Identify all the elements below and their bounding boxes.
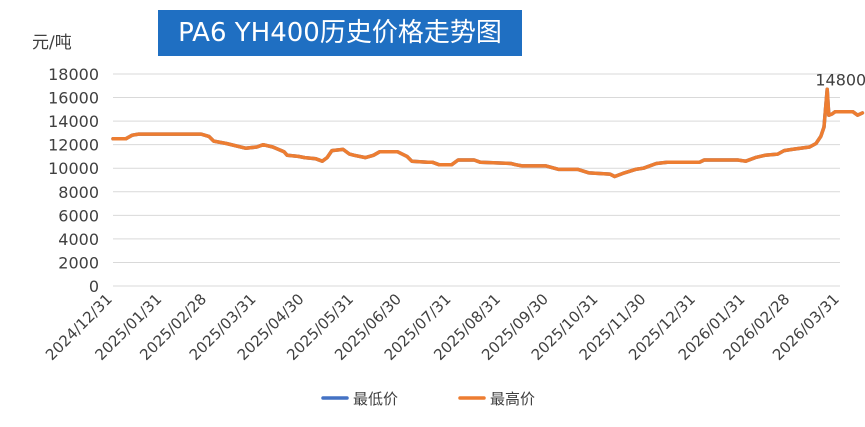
y-tick-label: 12000 xyxy=(48,136,99,155)
chart-title: PA6 YH400历史价格走势图 xyxy=(158,10,522,56)
y-tick-label: 8000 xyxy=(58,183,99,202)
series-line-1 xyxy=(111,87,865,179)
y-tick-label: 6000 xyxy=(58,206,99,225)
y-tick-label: 14000 xyxy=(48,112,99,131)
y-unit-label: 元/吨 xyxy=(32,33,72,53)
legend-label: 最低价 xyxy=(353,390,398,408)
y-tick-label: 4000 xyxy=(58,230,99,249)
legend-label: 最高价 xyxy=(490,390,535,408)
data-label: 14800 xyxy=(815,71,865,90)
y-tick-label: 2000 xyxy=(58,253,99,272)
y-tick-label: 0 xyxy=(89,277,99,296)
y-tick-label: 18000 xyxy=(48,65,99,84)
y-tick-label: 10000 xyxy=(48,159,99,178)
y-tick-label: 16000 xyxy=(48,89,99,108)
